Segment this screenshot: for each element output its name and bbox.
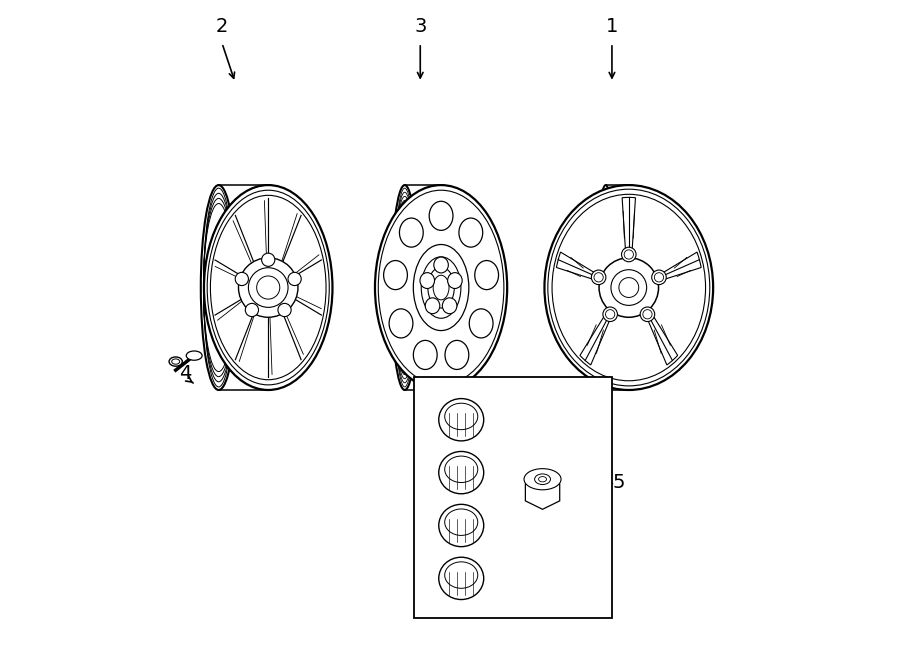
Ellipse shape	[439, 451, 483, 494]
Ellipse shape	[474, 260, 499, 290]
Ellipse shape	[413, 245, 469, 330]
Ellipse shape	[603, 307, 617, 321]
Polygon shape	[622, 198, 635, 252]
Ellipse shape	[201, 185, 237, 390]
Ellipse shape	[169, 357, 183, 366]
Ellipse shape	[262, 253, 274, 266]
Ellipse shape	[443, 298, 457, 314]
Polygon shape	[662, 252, 701, 280]
Ellipse shape	[375, 185, 508, 390]
Ellipse shape	[288, 272, 302, 286]
Ellipse shape	[652, 270, 666, 285]
Ellipse shape	[420, 272, 435, 288]
Ellipse shape	[383, 260, 408, 290]
Polygon shape	[556, 252, 596, 280]
Ellipse shape	[429, 202, 453, 230]
Polygon shape	[580, 315, 610, 365]
Text: 2: 2	[216, 17, 228, 36]
Polygon shape	[647, 315, 678, 365]
Ellipse shape	[413, 340, 437, 369]
Ellipse shape	[439, 557, 483, 600]
Ellipse shape	[392, 185, 418, 390]
Text: 3: 3	[414, 17, 427, 36]
Ellipse shape	[235, 272, 248, 286]
Ellipse shape	[544, 185, 713, 390]
Ellipse shape	[246, 303, 258, 317]
Text: 6: 6	[533, 483, 545, 502]
Polygon shape	[526, 476, 560, 509]
Ellipse shape	[599, 258, 659, 317]
Ellipse shape	[439, 399, 483, 441]
Ellipse shape	[434, 257, 448, 273]
Ellipse shape	[469, 309, 493, 338]
Ellipse shape	[640, 307, 654, 321]
Text: 5: 5	[612, 473, 625, 492]
Bar	[414, 377, 612, 618]
Ellipse shape	[459, 218, 482, 247]
Text: 4: 4	[179, 364, 192, 383]
Ellipse shape	[622, 247, 636, 262]
Ellipse shape	[186, 351, 202, 360]
Ellipse shape	[524, 469, 561, 490]
Ellipse shape	[204, 185, 332, 390]
Ellipse shape	[426, 298, 440, 314]
Ellipse shape	[400, 218, 423, 247]
Ellipse shape	[428, 267, 454, 308]
Ellipse shape	[439, 504, 483, 547]
Ellipse shape	[238, 258, 298, 317]
Ellipse shape	[591, 270, 606, 285]
Ellipse shape	[278, 303, 292, 317]
Ellipse shape	[389, 309, 413, 338]
Ellipse shape	[447, 272, 463, 288]
Ellipse shape	[445, 340, 469, 369]
Text: 1: 1	[606, 17, 618, 36]
Ellipse shape	[596, 185, 616, 390]
